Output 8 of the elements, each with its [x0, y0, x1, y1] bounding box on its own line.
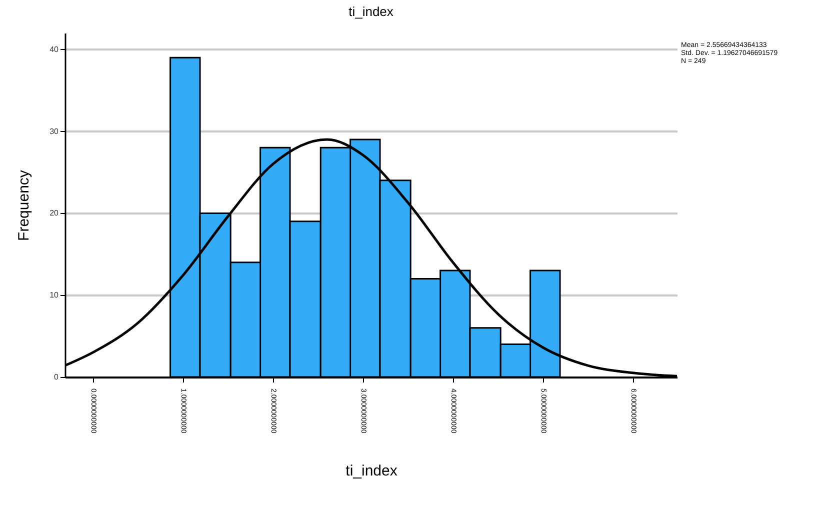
y-tick-label: 40 — [50, 44, 60, 54]
y-tick-label: 10 — [50, 290, 60, 300]
y-tick-label: 30 — [50, 126, 60, 136]
chart-title: ti_index — [348, 4, 394, 19]
y-axis-title: Frequency — [16, 170, 33, 241]
y-tick-label: 20 — [50, 208, 60, 218]
x-axis-title: ti_index — [346, 462, 398, 480]
y-tick-label: 0 — [54, 372, 60, 382]
